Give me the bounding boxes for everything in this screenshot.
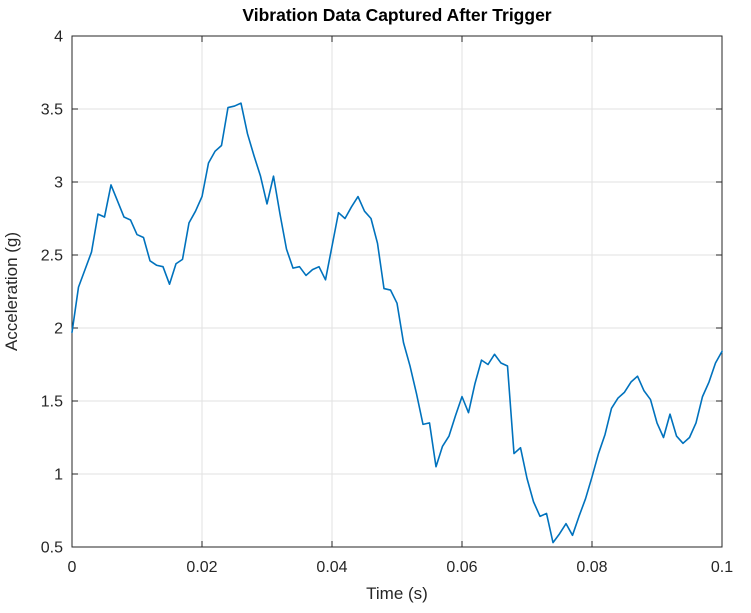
y-tick-label: 1 xyxy=(54,467,63,484)
x-axis-label: Time (s) xyxy=(366,584,428,603)
y-tick-label: 2 xyxy=(54,321,63,338)
x-tick-label: 0.1 xyxy=(711,559,733,576)
y-tick-label: 3 xyxy=(54,175,63,192)
x-tick-label: 0.06 xyxy=(446,559,477,576)
grid-lines xyxy=(71,35,723,548)
x-tick-label: 0.08 xyxy=(576,559,607,576)
data-series-line xyxy=(71,102,723,544)
y-tick-labels: 0.5 1 1.5 2 2.5 3 3.5 4 xyxy=(41,29,63,557)
x-tick-label: 0 xyxy=(68,559,77,576)
y-tick-label: 1.5 xyxy=(41,394,63,411)
y-tick-label: 4 xyxy=(54,29,63,46)
plot-border xyxy=(71,35,723,548)
y-axis-label: Acceleration (g) xyxy=(2,232,21,351)
axis-tick-marks xyxy=(71,35,723,548)
chart-title: Vibration Data Captured After Trigger xyxy=(242,5,551,25)
x-tick-label: 0.02 xyxy=(186,559,217,576)
y-tick-label: 0.5 xyxy=(41,540,63,557)
x-tick-labels: 0 0.02 0.04 0.06 0.08 0.1 xyxy=(68,559,734,576)
y-tick-label: 3.5 xyxy=(41,102,63,119)
x-tick-label: 0.04 xyxy=(316,559,347,576)
y-tick-label: 2.5 xyxy=(41,248,63,265)
